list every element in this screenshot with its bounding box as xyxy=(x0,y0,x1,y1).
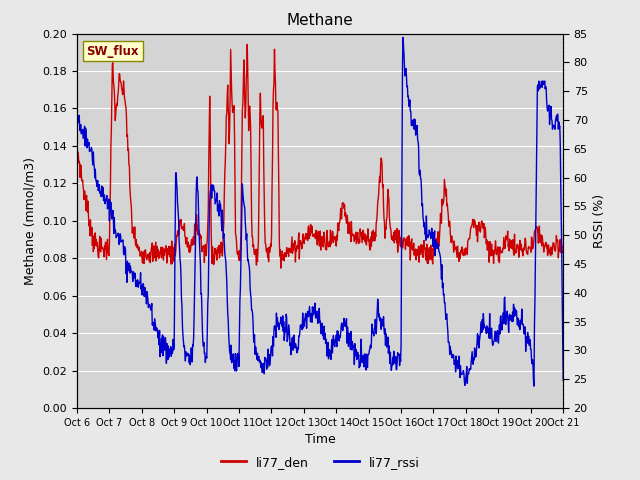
Legend: li77_den, li77_rssi: li77_den, li77_rssi xyxy=(216,451,424,474)
X-axis label: Time: Time xyxy=(305,433,335,446)
Title: Methane: Methane xyxy=(287,13,353,28)
Y-axis label: Methane (mmol/m3): Methane (mmol/m3) xyxy=(24,157,36,285)
Y-axis label: RSSI (%): RSSI (%) xyxy=(593,194,606,248)
Text: SW_flux: SW_flux xyxy=(86,45,139,58)
